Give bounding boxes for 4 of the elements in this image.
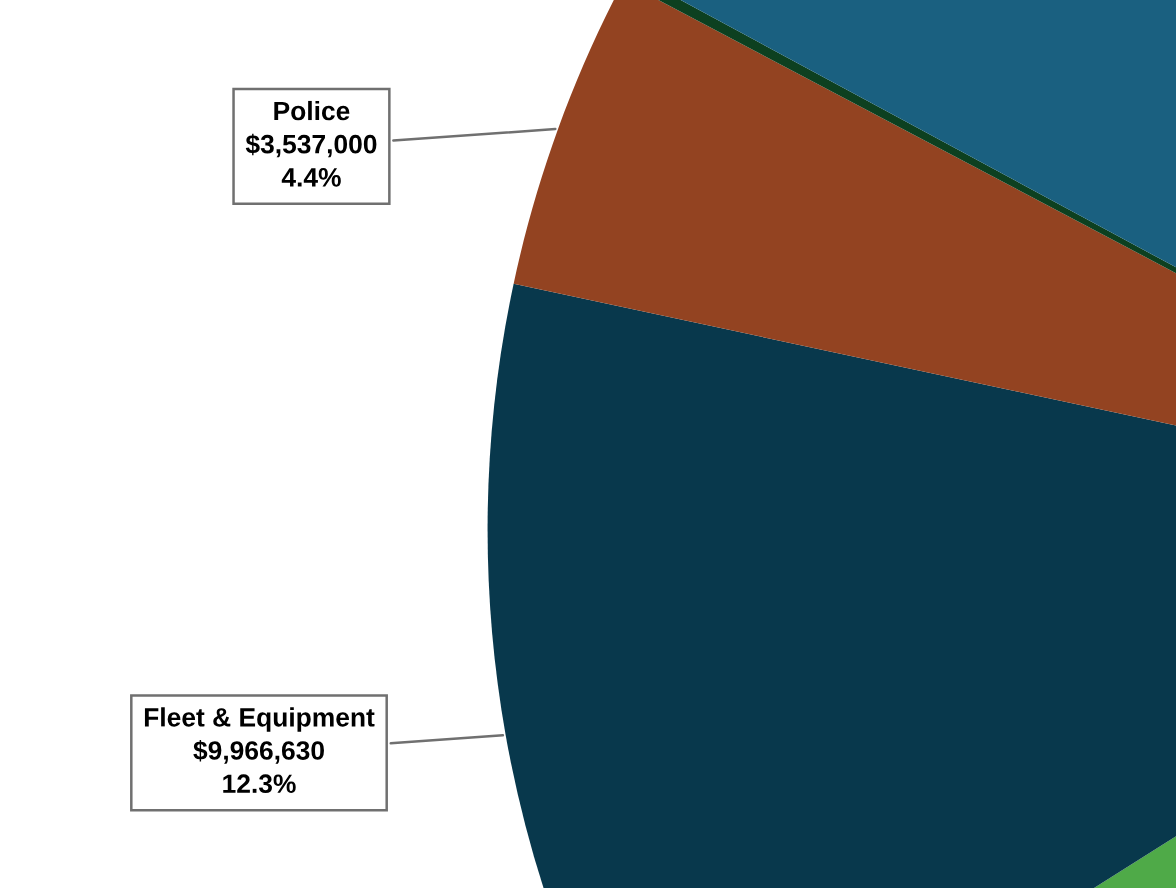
data-label: $3,537,000 4.4% [245, 133, 377, 187]
data-label: $9,966,630 12.3% [193, 740, 324, 794]
slice-label: Police [274, 100, 350, 121]
slice-label: Fleet & Equipment [144, 707, 375, 732]
